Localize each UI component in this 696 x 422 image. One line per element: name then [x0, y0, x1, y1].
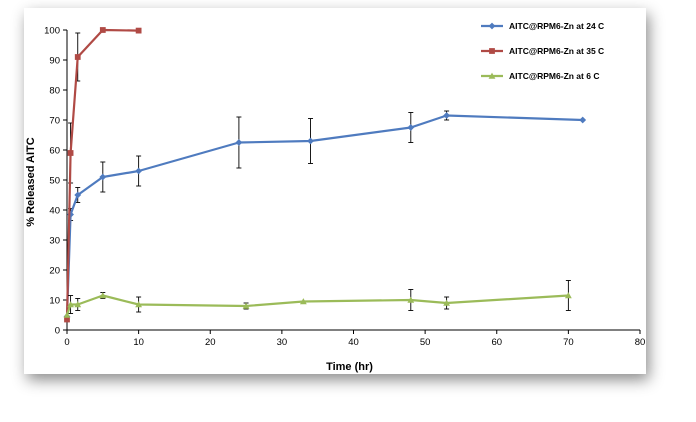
x-tick-labels: 0 10 20 30 40 50 60 70 80: [64, 337, 645, 348]
legend: AITC@RPM6-Zn at 24 C AITC@RPM6-Zn at 35 C…: [481, 21, 604, 81]
legend-label: AITC@RPM6-Zn at 24 C: [509, 21, 604, 31]
x-tick-label: 10: [133, 337, 144, 348]
data-point: [67, 301, 74, 308]
x-tick-label: 40: [348, 337, 359, 348]
data-point: [135, 27, 142, 34]
data-point: [564, 292, 572, 299]
y-tick-label: 70: [49, 116, 60, 127]
data-point: [74, 301, 82, 308]
data-point: [63, 311, 71, 318]
data-point: [74, 54, 81, 60]
chart-frame: 0 10 20 30 40 50 60 70 80 0 10 20 30 40 50 60 70 80 90 100…: [24, 8, 646, 374]
y-tick-label: 40: [49, 206, 60, 217]
series-line: [65, 294, 569, 316]
data-point: [99, 292, 107, 299]
data-point: [67, 211, 74, 218]
y-tick-label: 100: [44, 26, 60, 37]
y-tick-label: 90: [49, 56, 60, 67]
data-point: [579, 116, 587, 124]
y-tick-label: 20: [49, 266, 60, 277]
x-tick-label: 30: [277, 337, 288, 348]
y-tick-label: 0: [55, 326, 60, 337]
y-tick-label: 10: [49, 296, 60, 307]
legend-marker: [489, 48, 495, 54]
legend-marker: [488, 22, 496, 30]
legend-label: AITC@RPM6-Zn at 35 C: [509, 46, 604, 56]
data-point: [443, 112, 451, 119]
legend-entry: AITC@RPM6-Zn at 35 C: [481, 46, 604, 56]
data-point: [67, 150, 74, 156]
data-point: [135, 301, 143, 308]
data-point: [242, 302, 250, 309]
y-tick-label: 50: [49, 176, 60, 187]
data-point: [299, 298, 307, 305]
series-3: [63, 280, 572, 318]
data-point: [307, 137, 314, 145]
y-tick-labels: 0 10 20 30 40 50 60 70 80 90 100: [44, 26, 60, 337]
data-point: [407, 296, 415, 303]
series-layer: [63, 27, 587, 323]
x-tick-label: 70: [563, 337, 574, 348]
data-point: [99, 27, 106, 33]
legend-entry: AITC@RPM6-Zn at 24 C: [481, 21, 604, 31]
line-chart: 0 10 20 30 40 50 60 70 80 0 10 20 30 40 50 60 70 80 90 100…: [25, 21, 645, 373]
data-point: [407, 124, 415, 131]
series-line: [65, 114, 583, 317]
data-point: [443, 299, 451, 306]
x-axis-label: Time (hr): [326, 361, 373, 373]
legend-label: AITC@RPM6-Zn at 6 C: [509, 71, 599, 81]
y-tick-label: 30: [49, 236, 60, 247]
y-tick-label: 60: [49, 146, 60, 157]
series-2: [64, 27, 142, 323]
y-tick-label: 80: [49, 86, 60, 97]
x-tick-label: 60: [491, 337, 502, 348]
legend-entry: AITC@RPM6-Zn at 6 C: [481, 71, 599, 81]
x-tick-label: 80: [635, 337, 646, 348]
y-axis-label: % Released AITC: [25, 137, 37, 227]
data-point: [64, 316, 70, 323]
data-point: [99, 173, 107, 181]
data-point: [235, 139, 243, 146]
x-tick-label: 50: [420, 337, 431, 348]
legend-marker: [488, 72, 496, 79]
x-tick-label: 0: [64, 337, 69, 348]
x-tick-label: 20: [205, 337, 216, 348]
data-point: [135, 167, 143, 175]
series-1: [63, 110, 587, 320]
